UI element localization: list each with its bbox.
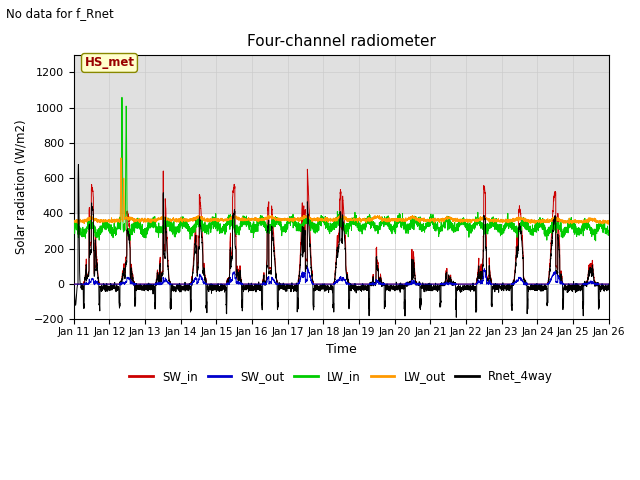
Legend: SW_in, SW_out, LW_in, LW_out, Rnet_4way: SW_in, SW_out, LW_in, LW_out, Rnet_4way: [125, 365, 558, 388]
Text: No data for f_Rnet: No data for f_Rnet: [6, 7, 114, 20]
X-axis label: Time: Time: [326, 343, 356, 356]
Y-axis label: Solar radiation (W/m2): Solar radiation (W/m2): [15, 120, 28, 254]
Title: Four-channel radiometer: Four-channel radiometer: [247, 34, 436, 49]
Text: HS_met: HS_met: [84, 57, 134, 70]
Bar: [74, 55, 609, 214]
